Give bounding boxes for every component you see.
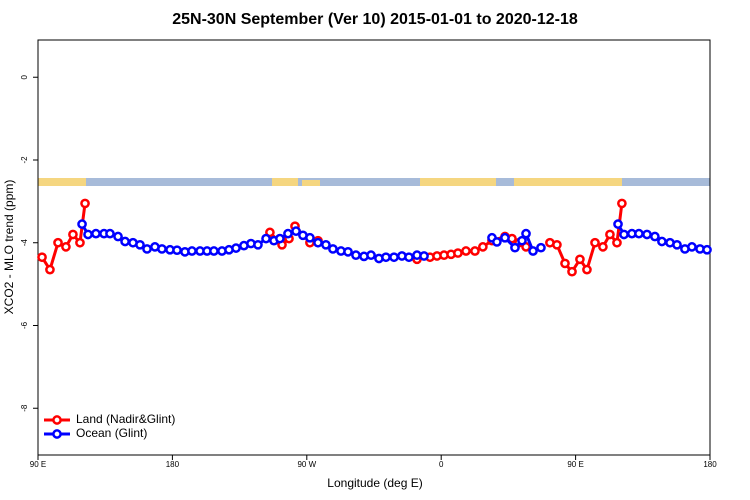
- legend-marker: [52, 415, 62, 425]
- data-point: [381, 252, 391, 263]
- data-point: [500, 232, 510, 243]
- data-point: [366, 250, 376, 261]
- data-point: [91, 228, 101, 239]
- data-point: [80, 198, 90, 209]
- y-tick-label: -2: [20, 156, 29, 164]
- data-point: [657, 236, 667, 247]
- data-point: [702, 244, 712, 255]
- data-point: [598, 242, 608, 252]
- data-point: [305, 232, 315, 243]
- data-point: [68, 229, 78, 240]
- data-point: [552, 239, 562, 250]
- data-point: [321, 239, 331, 250]
- data-point: [528, 246, 538, 256]
- data-point: [590, 237, 600, 248]
- data-point: [492, 237, 502, 247]
- data-point: [404, 252, 414, 263]
- x-axis-label: Longitude (deg E): [327, 476, 422, 490]
- series-line: [40, 203, 624, 275]
- data-point: [478, 242, 488, 252]
- y-tick-label: -6: [20, 321, 29, 329]
- data-point: [517, 235, 527, 246]
- data-point: [605, 229, 615, 240]
- data-point: [172, 245, 182, 256]
- data-point: [510, 242, 520, 253]
- data-point: [453, 248, 463, 258]
- data-point: [113, 231, 123, 242]
- data-point: [253, 239, 263, 250]
- data-point: [231, 243, 241, 253]
- data-point: [634, 228, 644, 239]
- x-tick-label: 90 W: [297, 460, 316, 469]
- data-point: [672, 239, 682, 250]
- data-point: [187, 246, 197, 256]
- land-mask-strip: [38, 178, 710, 186]
- x-tick-label: 0: [439, 460, 444, 469]
- data-point: [61, 242, 71, 252]
- data-point: [612, 237, 622, 248]
- y-axis-label: XCO2 - MLO trend (ppm): [2, 180, 16, 315]
- data-point: [75, 237, 85, 248]
- x-tick-label: 90 E: [567, 460, 583, 469]
- y-tick-label: -4: [20, 239, 29, 247]
- data-point: [283, 228, 293, 239]
- data-point: [536, 242, 546, 253]
- y-tick-label: -8: [20, 404, 29, 412]
- legend-marker: [52, 429, 62, 439]
- data-point: [617, 198, 627, 209]
- x-tick-label: 90 E: [30, 460, 46, 469]
- data-point: [582, 264, 592, 275]
- data-point: [209, 246, 219, 256]
- data-point: [687, 242, 697, 252]
- data-point: [461, 246, 471, 256]
- data-point: [45, 264, 55, 275]
- data-point: [83, 229, 93, 240]
- data-point: [613, 219, 623, 229]
- data-point: [567, 266, 577, 277]
- legend-label: Ocean (Glint): [76, 426, 147, 440]
- data-point: [642, 229, 652, 240]
- data-point: [53, 237, 63, 248]
- chart-title: 25N-30N September (Ver 10) 2015-01-01 to…: [172, 11, 578, 28]
- data-point: [313, 237, 323, 248]
- data-point: [328, 244, 338, 254]
- x-tick-label: 180: [703, 460, 717, 469]
- data-point: [135, 239, 145, 250]
- data-point: [560, 258, 570, 269]
- data-point: [142, 244, 152, 254]
- data-point: [575, 254, 585, 265]
- y-tick-label: 0: [20, 74, 29, 79]
- data-point: [389, 252, 399, 263]
- data-point: [157, 244, 167, 254]
- data-point: [419, 251, 429, 261]
- data-point: [521, 228, 531, 239]
- data-point: [291, 226, 301, 237]
- data-point: [261, 233, 271, 244]
- data-point: [343, 246, 353, 257]
- data-point: [275, 233, 285, 244]
- data-point: [470, 246, 480, 256]
- x-tick-label: 180: [166, 460, 180, 469]
- data-point: [120, 236, 130, 247]
- data-point: [37, 252, 47, 263]
- data-point: [650, 231, 660, 242]
- data-point: [619, 229, 629, 240]
- data-point: [105, 228, 115, 239]
- data-point: [77, 219, 87, 229]
- data-point: [351, 250, 361, 261]
- legend-label: Land (Nadir&Glint): [76, 412, 175, 426]
